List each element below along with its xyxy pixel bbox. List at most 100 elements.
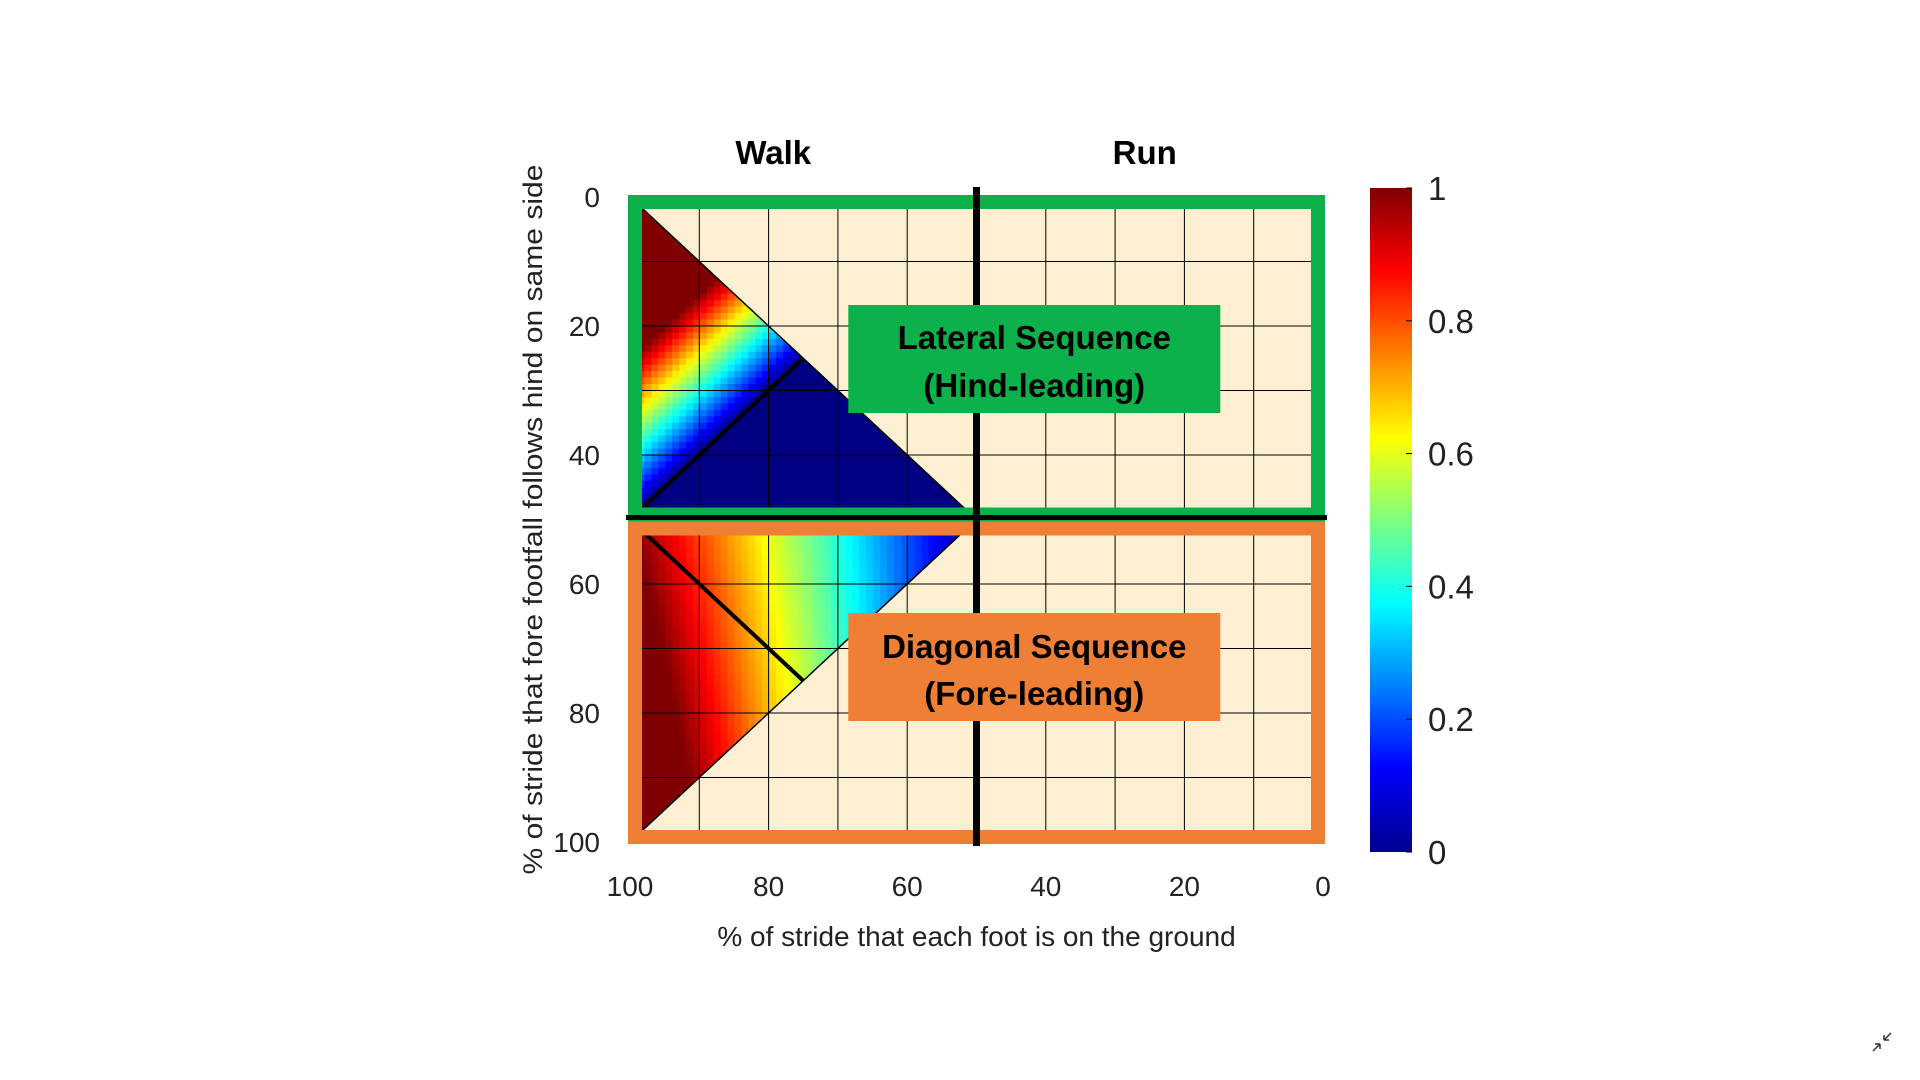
heat-cell: [796, 442, 804, 450]
heat-cell: [643, 216, 652, 224]
heat-cell: [872, 545, 881, 553]
heat-cell: [664, 642, 673, 650]
heat-cell: [907, 474, 915, 482]
heat-cell: [872, 603, 881, 611]
heat-cell: [699, 455, 707, 463]
heat-cell: [699, 429, 707, 437]
heat-cell: [650, 758, 659, 766]
heat-cell: [733, 377, 742, 385]
heat-cell: [713, 687, 721, 695]
heat-cell: [664, 603, 673, 611]
heat-cell: [692, 416, 700, 424]
heat-cell: [650, 319, 659, 327]
heat-cell: [858, 596, 867, 604]
heat-cell: [865, 493, 874, 501]
heat-cell: [789, 603, 797, 611]
heat-cell: [706, 338, 714, 346]
heat-cell: [907, 538, 915, 546]
heat-cell: [678, 661, 687, 669]
heat-cell: [650, 377, 659, 385]
heat-cell: [678, 771, 687, 779]
heat-cell: [754, 371, 763, 379]
heat-cell: [747, 390, 756, 398]
heat-cell: [927, 480, 936, 488]
heat-cell: [768, 403, 777, 411]
heat-cell: [664, 338, 673, 346]
heat-cell: [706, 429, 714, 437]
heat-cell: [747, 474, 756, 482]
heat-cell: [706, 332, 714, 340]
heat-cell: [650, 642, 659, 650]
heat-cell: [706, 751, 714, 759]
heat-cell: [733, 693, 742, 701]
heat-cell: [810, 603, 818, 611]
heat-cell: [921, 538, 929, 546]
heat-cell: [768, 532, 777, 540]
heat-cell: [796, 500, 804, 508]
heat-cell: [775, 364, 784, 372]
heat-cell: [657, 622, 666, 630]
heat-cell: [671, 758, 680, 766]
heat-cell: [782, 622, 790, 630]
heat-cell: [865, 577, 874, 585]
heat-cell: [747, 603, 756, 611]
heat-cell: [817, 571, 825, 579]
heat-cell: [830, 584, 839, 592]
heat-cell: [643, 416, 652, 424]
heat-cell: [761, 629, 770, 637]
heat-cell: [678, 358, 687, 366]
heat-cell: [692, 422, 700, 430]
heat-cell: [713, 429, 721, 437]
heat-cell: [893, 571, 901, 579]
heat-cell: [706, 603, 714, 611]
heat-cell: [713, 584, 721, 592]
heat-cell: [664, 738, 673, 746]
heat-cell: [671, 545, 680, 553]
heat-cell: [713, 532, 721, 540]
heat-cell: [733, 448, 742, 456]
heat-cell: [747, 396, 756, 404]
heat-cell: [699, 403, 707, 411]
heat-cell: [824, 467, 832, 475]
heat-cell: [858, 435, 867, 443]
heat-cell: [803, 371, 811, 379]
heat-cell: [706, 558, 714, 566]
heat-cell: [727, 571, 735, 579]
heat-cell: [768, 596, 777, 604]
heat-cell: [657, 584, 666, 592]
heat-cell: [643, 326, 652, 334]
heat-cell: [844, 435, 853, 443]
heat-cell: [678, 390, 687, 398]
heat-cell: [678, 255, 687, 263]
heat-cell: [740, 551, 749, 559]
heat-cell: [817, 558, 825, 566]
heat-cell: [768, 654, 777, 662]
heat-cell: [837, 629, 846, 637]
heat-cell: [643, 758, 652, 766]
heat-cell: [768, 461, 777, 469]
heat-cell: [796, 532, 804, 540]
heat-cell: [685, 629, 693, 637]
heat-cell: [810, 571, 818, 579]
heat-cell: [699, 629, 707, 637]
heat-cell: [657, 596, 666, 604]
heat-cell: [900, 538, 908, 546]
heat-cell: [796, 558, 804, 566]
heat-cell: [643, 351, 652, 359]
heat-cell: [893, 532, 901, 540]
heat-cell: [678, 261, 687, 269]
heat-cell: [727, 629, 735, 637]
heat-cell: [706, 648, 714, 656]
heat-cell: [740, 680, 749, 688]
heat-cell: [699, 293, 707, 301]
heat-cell: [699, 687, 707, 695]
heat-cell: [893, 500, 901, 508]
heat-cell: [727, 738, 735, 746]
heat-cell: [727, 693, 735, 701]
heat-cell: [740, 371, 749, 379]
heat-cell: [824, 558, 832, 566]
heat-cell: [740, 725, 749, 733]
heat-cell: [713, 293, 721, 301]
heat-cell: [740, 390, 749, 398]
heat-cell: [900, 500, 908, 508]
